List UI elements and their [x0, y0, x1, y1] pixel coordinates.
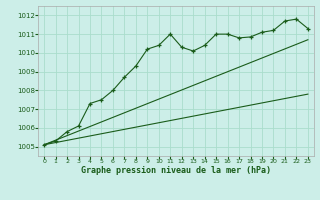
X-axis label: Graphe pression niveau de la mer (hPa): Graphe pression niveau de la mer (hPa): [81, 166, 271, 175]
